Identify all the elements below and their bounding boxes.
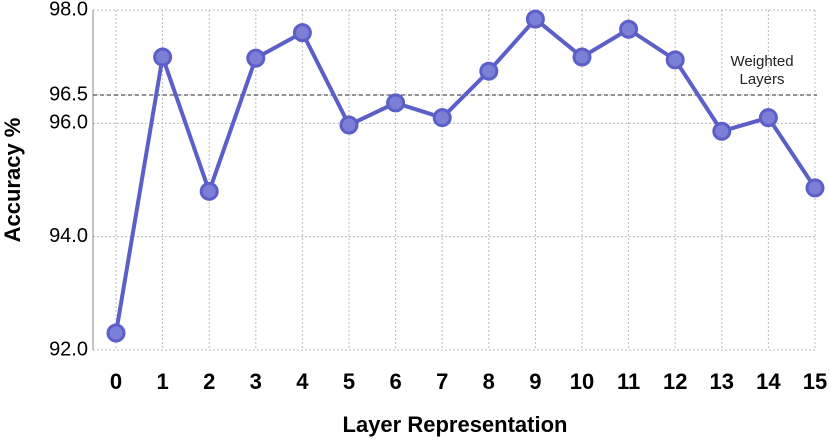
x-tick-label: 6	[389, 369, 401, 394]
annotation-text: Layers	[739, 71, 784, 88]
marker	[246, 48, 266, 68]
x-tick-label: 3	[250, 369, 262, 394]
annotation-text: Weighted	[730, 53, 793, 70]
marker	[805, 178, 825, 198]
x-tick-label: 9	[529, 369, 541, 394]
y-tick-label: 96.5	[49, 83, 88, 105]
marker	[665, 50, 685, 70]
x-axis-title: Layer Representation	[343, 412, 568, 437]
marker	[712, 121, 732, 141]
x-tick-label: 4	[296, 369, 309, 394]
marker	[153, 47, 173, 67]
y-tick-label: 98.0	[49, 0, 88, 20]
marker	[199, 181, 219, 201]
marker	[758, 108, 778, 128]
marker	[619, 19, 639, 39]
y-tick-label: 92.0	[49, 338, 88, 360]
x-tick-label: 10	[570, 369, 594, 394]
x-tick-label: 15	[803, 369, 827, 394]
y-tick-label: 96.0	[49, 112, 88, 134]
x-tick-label: 0	[110, 369, 122, 394]
marker	[106, 323, 126, 343]
x-tick-label: 12	[663, 369, 687, 394]
marker	[432, 108, 452, 128]
marker	[292, 23, 312, 43]
x-tick-label: 1	[156, 369, 168, 394]
marker	[339, 115, 359, 135]
x-tick-label: 11	[617, 369, 640, 394]
x-tick-label: 2	[203, 369, 215, 394]
y-axis-title: Accuracy %	[0, 118, 25, 243]
x-tick-label: 5	[343, 369, 355, 394]
marker	[525, 9, 545, 29]
line	[114, 17, 817, 334]
y-tick-label: 94.0	[49, 225, 88, 247]
x-tick-label: 7	[436, 369, 448, 394]
marker	[572, 47, 592, 67]
marker	[386, 93, 406, 113]
x-tick-label: 8	[483, 369, 495, 394]
marker	[479, 61, 499, 81]
x-tick-label: 14	[756, 369, 781, 394]
x-tick-label: 13	[710, 369, 734, 394]
